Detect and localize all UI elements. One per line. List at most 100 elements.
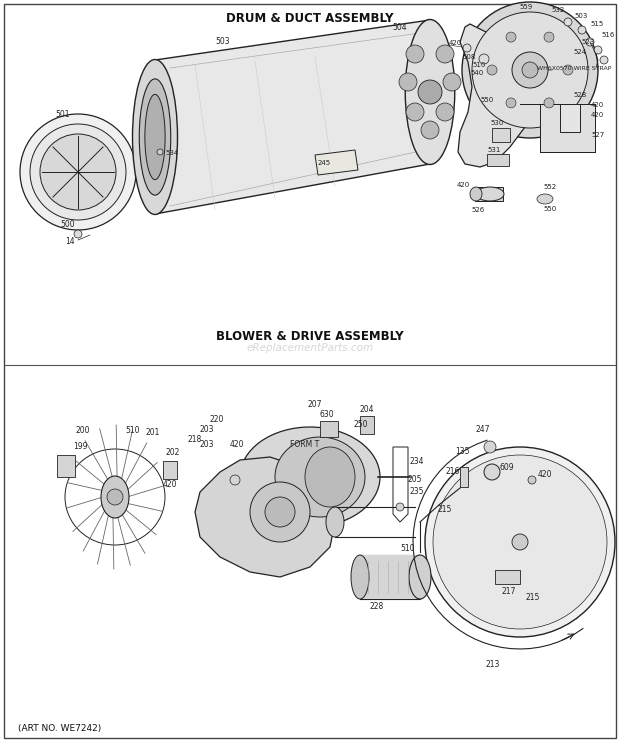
Circle shape bbox=[30, 124, 126, 220]
Text: 135: 135 bbox=[455, 447, 469, 456]
Text: FORM T: FORM T bbox=[290, 440, 319, 449]
Bar bbox=[360, 416, 374, 434]
Text: 552: 552 bbox=[543, 184, 556, 190]
Bar bbox=[460, 467, 468, 487]
Circle shape bbox=[265, 497, 295, 527]
Circle shape bbox=[600, 56, 608, 64]
Circle shape bbox=[433, 455, 607, 629]
Bar bbox=[492, 128, 510, 142]
Circle shape bbox=[230, 475, 240, 485]
Text: 530: 530 bbox=[490, 120, 503, 126]
Circle shape bbox=[578, 26, 586, 34]
Circle shape bbox=[506, 32, 516, 42]
Circle shape bbox=[40, 134, 116, 210]
Text: 234: 234 bbox=[410, 457, 425, 466]
Circle shape bbox=[462, 2, 598, 138]
Text: 609: 609 bbox=[500, 463, 515, 472]
Ellipse shape bbox=[275, 437, 365, 517]
Ellipse shape bbox=[305, 447, 355, 507]
Polygon shape bbox=[195, 457, 335, 577]
Text: 218: 218 bbox=[188, 435, 202, 444]
Circle shape bbox=[487, 65, 497, 75]
Circle shape bbox=[512, 52, 548, 88]
Text: 516: 516 bbox=[601, 32, 614, 38]
Bar bbox=[495, 570, 520, 584]
Circle shape bbox=[157, 149, 163, 155]
Text: 630: 630 bbox=[320, 410, 335, 419]
Text: 420: 420 bbox=[457, 182, 470, 188]
Text: 550: 550 bbox=[480, 97, 494, 103]
Circle shape bbox=[399, 73, 417, 91]
Text: 510: 510 bbox=[472, 62, 485, 68]
Bar bbox=[487, 154, 509, 166]
Bar bbox=[57, 455, 75, 477]
Text: 523: 523 bbox=[581, 39, 594, 45]
Text: 216: 216 bbox=[445, 467, 459, 476]
Text: 228: 228 bbox=[370, 602, 384, 611]
Text: 205: 205 bbox=[408, 475, 422, 484]
Polygon shape bbox=[520, 104, 595, 152]
Text: DRUM & DUCT ASSEMBLY: DRUM & DUCT ASSEMBLY bbox=[226, 13, 394, 25]
Ellipse shape bbox=[405, 19, 454, 165]
Circle shape bbox=[436, 45, 454, 63]
Text: BLOWER & DRIVE ASSEMBLY: BLOWER & DRIVE ASSEMBLY bbox=[216, 330, 404, 344]
Ellipse shape bbox=[101, 476, 129, 518]
Circle shape bbox=[436, 103, 454, 121]
Text: 501: 501 bbox=[55, 110, 69, 119]
Text: eReplacementParts.com: eReplacementParts.com bbox=[246, 343, 374, 353]
Ellipse shape bbox=[145, 94, 165, 180]
Text: 524: 524 bbox=[573, 49, 586, 55]
Text: 235: 235 bbox=[410, 487, 425, 496]
Ellipse shape bbox=[240, 427, 380, 527]
Circle shape bbox=[396, 503, 404, 511]
Circle shape bbox=[74, 230, 82, 238]
Circle shape bbox=[406, 45, 424, 63]
Circle shape bbox=[107, 489, 123, 505]
Circle shape bbox=[421, 121, 439, 139]
Ellipse shape bbox=[133, 59, 177, 214]
Text: 217: 217 bbox=[502, 587, 516, 596]
Text: 213: 213 bbox=[485, 660, 499, 669]
Circle shape bbox=[406, 103, 424, 121]
Ellipse shape bbox=[140, 79, 170, 195]
Polygon shape bbox=[155, 20, 430, 214]
Text: 200: 200 bbox=[75, 426, 89, 435]
Text: 203: 203 bbox=[200, 425, 215, 434]
Circle shape bbox=[544, 98, 554, 108]
Ellipse shape bbox=[537, 194, 553, 204]
Bar bbox=[540, 104, 595, 152]
Circle shape bbox=[563, 65, 573, 75]
Text: 204: 204 bbox=[360, 405, 374, 414]
Text: 420: 420 bbox=[538, 470, 552, 479]
Text: 220: 220 bbox=[210, 415, 224, 424]
Polygon shape bbox=[458, 24, 530, 167]
Bar bbox=[475, 187, 503, 201]
Circle shape bbox=[586, 38, 594, 46]
Circle shape bbox=[20, 114, 136, 230]
Bar bbox=[360, 555, 420, 599]
Bar bbox=[163, 461, 177, 479]
Text: 245: 245 bbox=[318, 160, 331, 166]
Text: 14: 14 bbox=[65, 237, 74, 246]
Text: (ART NO. WE7242): (ART NO. WE7242) bbox=[18, 723, 101, 732]
Circle shape bbox=[443, 73, 461, 91]
Circle shape bbox=[484, 441, 496, 453]
Text: 528: 528 bbox=[573, 92, 587, 98]
Text: 540: 540 bbox=[470, 70, 483, 76]
Text: 215: 215 bbox=[438, 505, 453, 514]
Text: 420: 420 bbox=[591, 112, 604, 118]
Text: 207: 207 bbox=[308, 400, 322, 409]
Ellipse shape bbox=[476, 187, 504, 201]
Text: 500: 500 bbox=[60, 220, 74, 229]
Text: 420: 420 bbox=[230, 440, 244, 449]
Circle shape bbox=[425, 447, 615, 637]
Text: 559: 559 bbox=[519, 4, 532, 10]
Circle shape bbox=[506, 98, 516, 108]
Circle shape bbox=[418, 80, 442, 104]
Circle shape bbox=[594, 46, 602, 54]
Text: WH6X0570 WIRE STRAP: WH6X0570 WIRE STRAP bbox=[537, 66, 611, 71]
Text: 508: 508 bbox=[462, 54, 476, 60]
Text: 420: 420 bbox=[163, 480, 177, 489]
Text: 250: 250 bbox=[353, 420, 368, 429]
Text: 420: 420 bbox=[591, 102, 604, 108]
